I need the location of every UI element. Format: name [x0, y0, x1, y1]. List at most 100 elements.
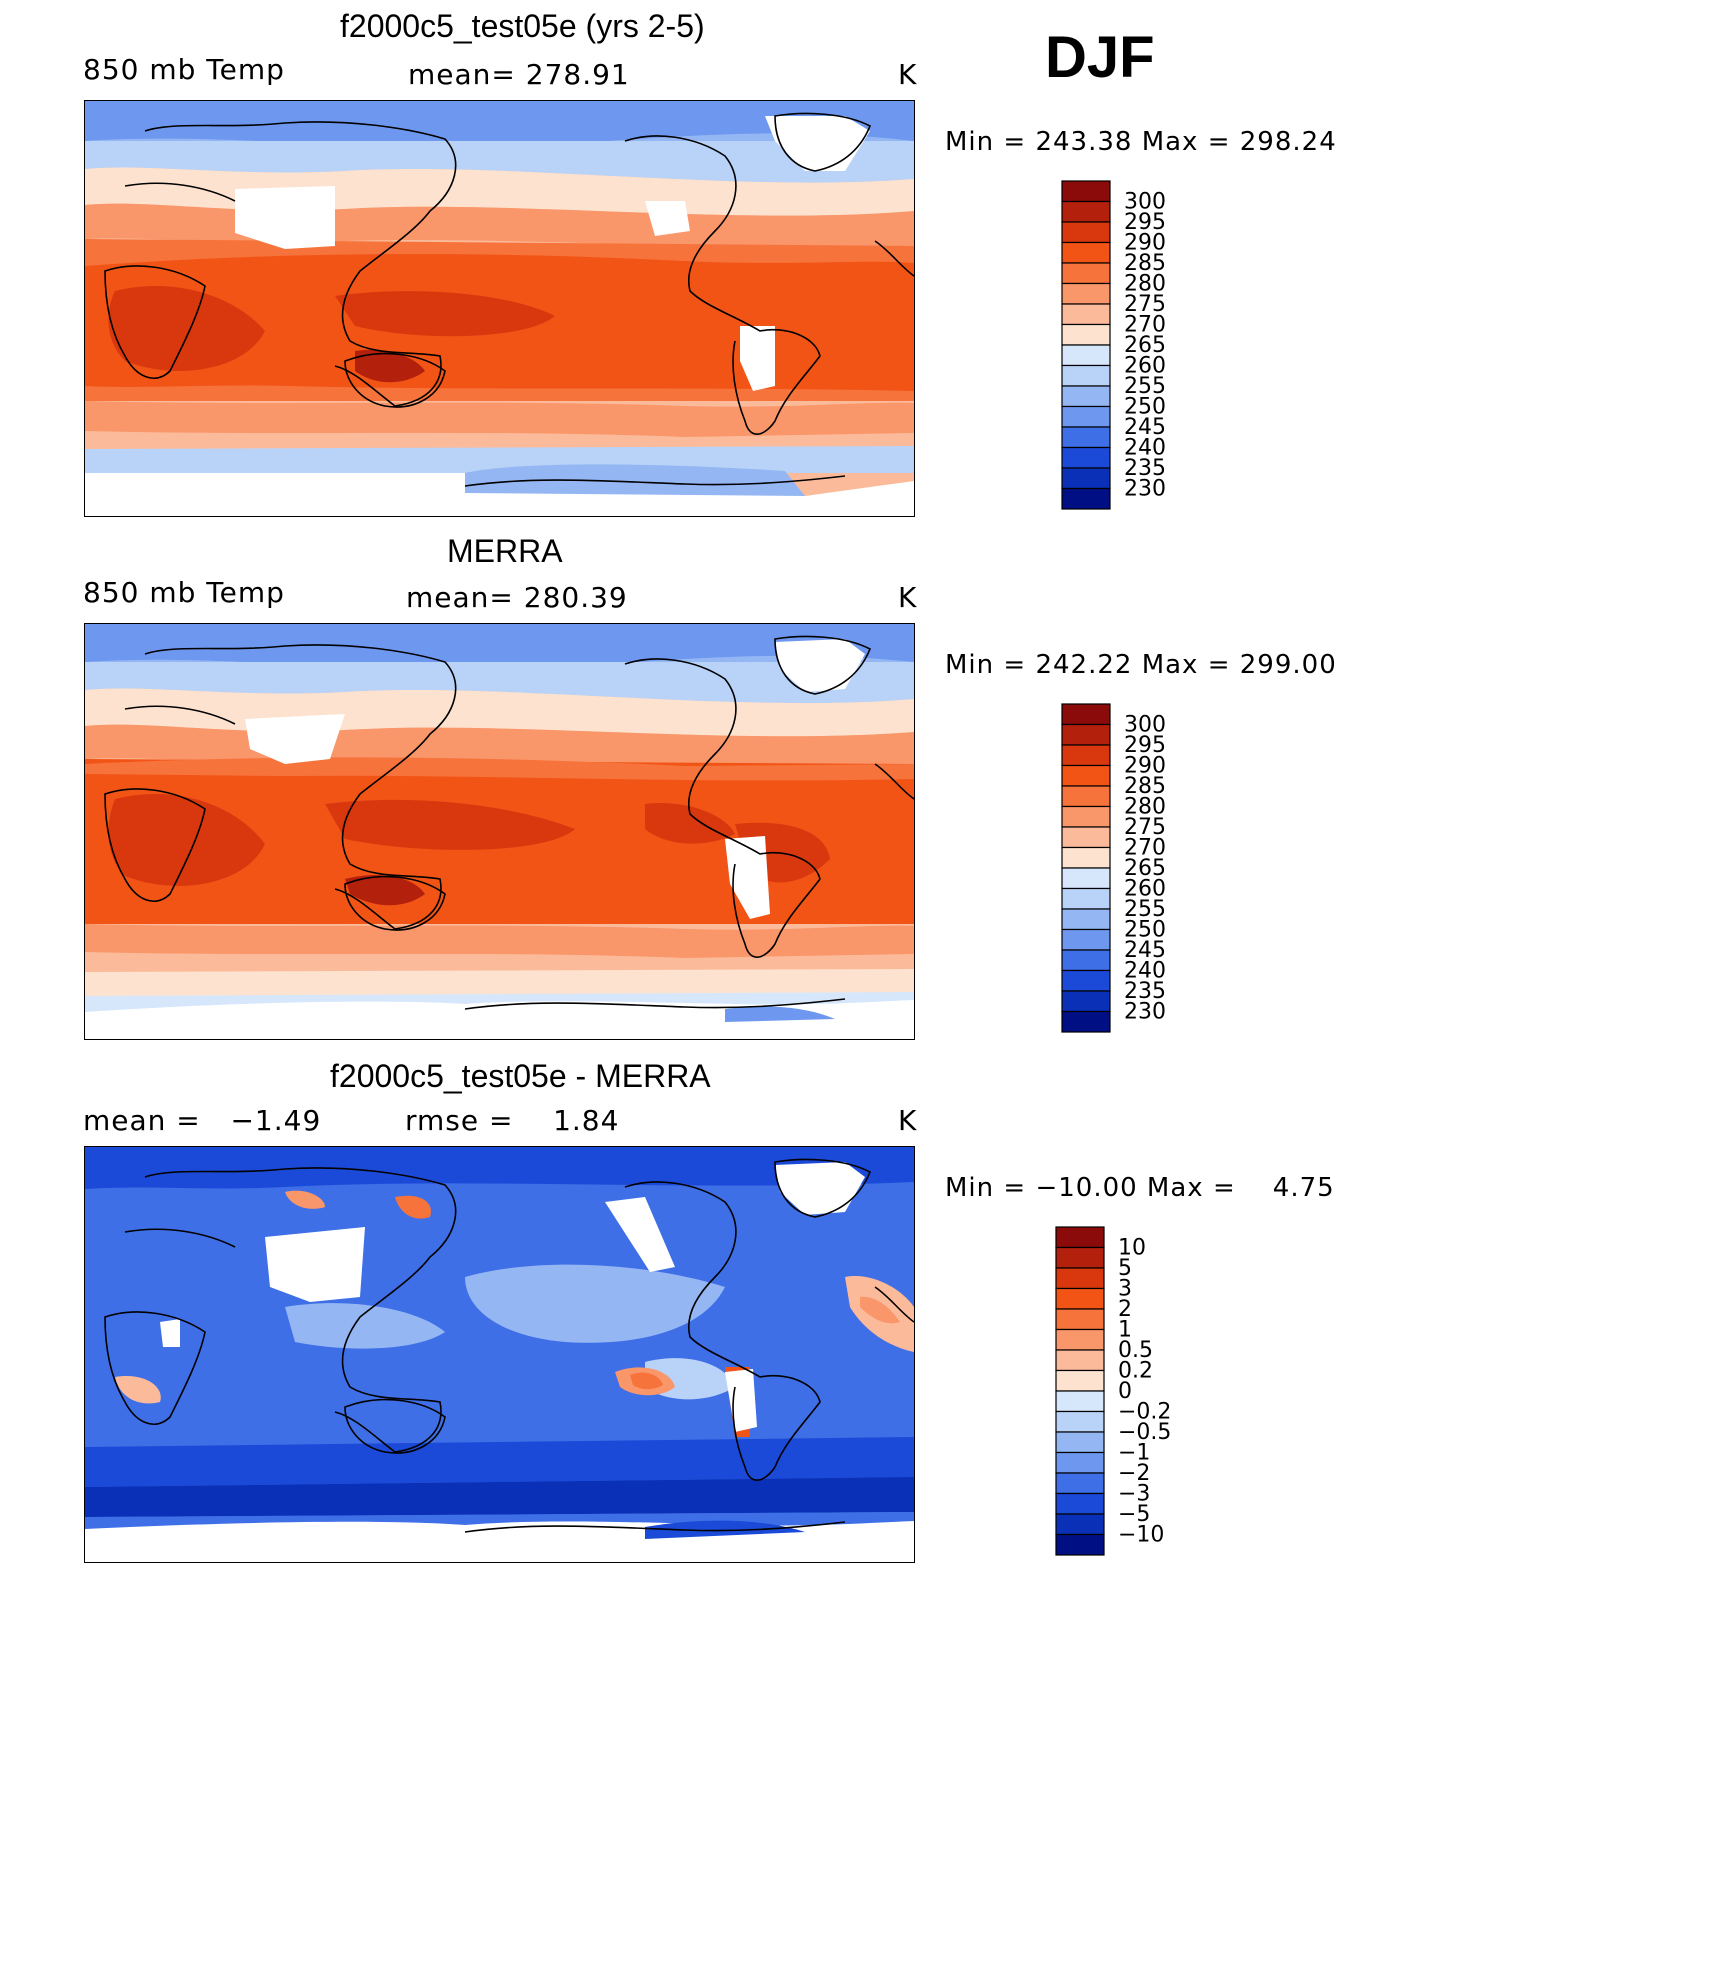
colorbar-swatch [1061, 344, 1111, 367]
colorbar-tick-label: 265 [1124, 333, 1166, 358]
colorbar-tick-label: 285 [1124, 774, 1166, 799]
colorbar-tick-label: 0.2 [1118, 1359, 1153, 1384]
colorbar-swatch [1061, 928, 1111, 951]
panel-minmax: Min = 242.22 Max = 299.00 [945, 650, 1337, 680]
colorbar-swatch [1061, 867, 1111, 890]
panel-minmax: Min = −10.00 Max = 4.75 [945, 1173, 1335, 1203]
colorbar-tick-label: 255 [1124, 374, 1166, 399]
colorbar-tick-label: 230 [1124, 1000, 1166, 1025]
panel-units: K [898, 581, 918, 614]
colorbar-temperature-1: 300 295 290 285 280 275 270 265 260 255 250 245 240 2… [1061, 180, 1202, 511]
colorbar-swatch [1061, 805, 1111, 828]
colorbar-tick-label: 5 [1118, 1256, 1132, 1281]
colorbar-swatch [1061, 764, 1111, 787]
colorbar-svg: 3002952902852802752702652602552502452402… [1061, 180, 1166, 510]
colorbar-swatch [1061, 262, 1111, 285]
colorbar-swatch [1061, 949, 1111, 972]
colorbar-tick-label: 245 [1124, 938, 1166, 963]
colorbar-swatch [1061, 785, 1111, 808]
difference-map [84, 1146, 915, 1563]
colorbar-swatch [1055, 1533, 1105, 1556]
temperature-map-model [84, 100, 915, 517]
colorbar-tick-label: 275 [1124, 815, 1166, 840]
colorbar-tick-label: 260 [1124, 354, 1166, 379]
colorbar-swatch [1061, 446, 1111, 469]
colorbar-tick-label: 0.5 [1118, 1338, 1153, 1363]
colorbar-tick-label: −2 [1118, 1461, 1150, 1486]
colorbar-tick-label: 1 [1118, 1318, 1132, 1343]
colorbar-tick-label: 290 [1124, 231, 1166, 256]
colorbar-tick-label: 270 [1124, 313, 1166, 338]
colorbar-swatch [1061, 467, 1111, 490]
colorbar-tick-label: 240 [1124, 436, 1166, 461]
colorbar-tick-label: 2 [1118, 1297, 1132, 1322]
colorbar-swatch [1061, 703, 1111, 726]
panel-mean-label: mean= 280.39 [406, 581, 628, 614]
panel-rmse-label: rmse = 1.84 [405, 1104, 620, 1137]
colorbar-swatch [1061, 180, 1111, 203]
panel-minmax: Min = 243.38 Max = 298.24 [945, 127, 1337, 157]
colorbar-tick-label: −0.2 [1118, 1400, 1171, 1425]
colorbar-swatch [1061, 487, 1111, 510]
colorbar-tick-label: 245 [1124, 415, 1166, 440]
colorbar-swatch [1055, 1328, 1105, 1351]
colorbar-tick-label: 240 [1124, 959, 1166, 984]
colorbar-swatch [1055, 1431, 1105, 1454]
colorbar-swatch [1061, 385, 1111, 408]
colorbar-swatch [1055, 1246, 1105, 1269]
panel-mean-label: mean = −1.49 [83, 1104, 322, 1137]
colorbar-swatch [1055, 1410, 1105, 1433]
colorbar-tick-label: 295 [1124, 210, 1166, 235]
panel-title: f2000c5_test05e (yrs 2-5) [340, 8, 705, 44]
colorbar-swatch [1061, 908, 1111, 931]
colorbar-tick-label: −10 [1118, 1523, 1164, 1548]
colorbar-swatch [1061, 826, 1111, 849]
colorbar-swatch [1055, 1451, 1105, 1474]
colorbar-tick-label: 290 [1124, 754, 1166, 779]
colorbar-temperature-2: 300 295 290 285 280 275 270 265 260 255 250 245 240 2… [1061, 703, 1202, 1034]
colorbar-swatch [1061, 969, 1111, 992]
colorbar-swatch [1055, 1513, 1105, 1536]
colorbar-tick-label: −5 [1118, 1502, 1150, 1527]
colorbar-swatch [1061, 364, 1111, 387]
colorbar-tick-label: 10 [1118, 1236, 1146, 1261]
coastlines [104, 635, 914, 1010]
colorbar-swatch [1061, 323, 1111, 346]
colorbar-tick-label: 235 [1124, 456, 1166, 481]
colorbar-tick-label: 300 [1124, 190, 1166, 215]
colorbar-tick-label: −0.5 [1118, 1420, 1171, 1445]
colorbar-tick-label: 280 [1124, 272, 1166, 297]
colorbar-tick-label: −1 [1118, 1441, 1150, 1466]
panel-left-label: 850 mb Temp [83, 53, 285, 86]
colorbar-tick-label: 260 [1124, 877, 1166, 902]
colorbar-swatch [1055, 1472, 1105, 1495]
colorbar-tick-label: −3 [1118, 1482, 1150, 1507]
colorbar-swatch [1055, 1390, 1105, 1413]
temperature-bands [85, 101, 914, 516]
panel-units: K [898, 1104, 918, 1137]
colorbar-swatch [1055, 1349, 1105, 1372]
colorbar-tick-label: 250 [1124, 918, 1166, 943]
colorbar-tick-label: 275 [1124, 292, 1166, 317]
colorbar-tick-label: 250 [1124, 395, 1166, 420]
colorbar-swatch [1061, 887, 1111, 910]
panel-mean-label: mean= 278.91 [408, 58, 630, 91]
colorbar-tick-label: 3 [1118, 1277, 1132, 1302]
colorbar-svg: 3002952902852802752702652602552502452402… [1061, 703, 1166, 1033]
colorbar-swatch [1055, 1369, 1105, 1392]
colorbar-tick-label: 295 [1124, 733, 1166, 758]
colorbar-swatch [1061, 221, 1111, 244]
coastlines [104, 1158, 914, 1533]
colorbar-swatch [1055, 1308, 1105, 1331]
colorbar-swatch [1061, 303, 1111, 326]
colorbar-swatch [1061, 200, 1111, 223]
colorbar-swatch [1055, 1287, 1105, 1310]
colorbar-tick-label: 255 [1124, 897, 1166, 922]
panel-title: f2000c5_test05e - MERRA [330, 1058, 711, 1094]
colorbar-tick-label: 300 [1124, 713, 1166, 738]
colorbar-swatch [1061, 426, 1111, 449]
colorbar-tick-label: 230 [1124, 477, 1166, 502]
colorbar-swatch [1055, 1226, 1105, 1249]
difference-bands [85, 1147, 914, 1562]
